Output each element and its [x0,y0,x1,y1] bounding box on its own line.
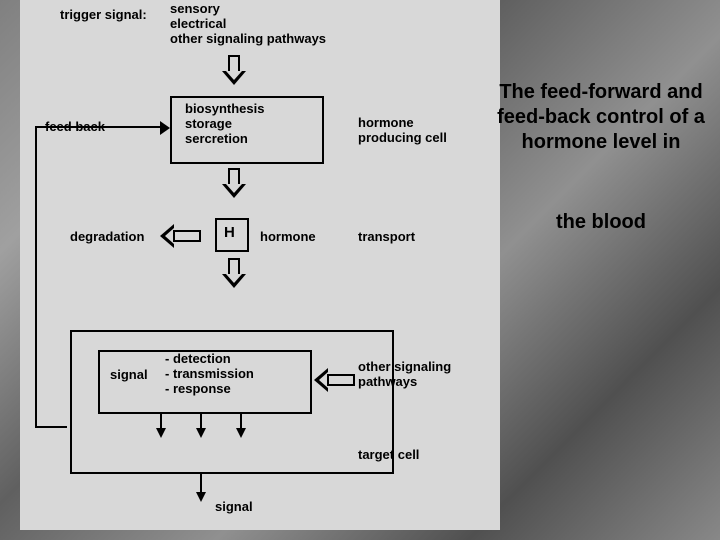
feedback-arrowhead [160,121,170,135]
resp-arr-1 [156,428,166,438]
slide-title-2: the blood [492,210,710,235]
feedback-bottom-h [35,426,67,428]
label-signal-list: - detection - transmission - response [165,352,254,397]
diagram-panel: trigger signal: sensory electrical other… [20,0,500,530]
label-biosynthesis: biosynthesis storage sercretion [185,102,264,147]
label-trigger-signal: trigger signal: [60,8,147,23]
resp-arr-2 [196,428,206,438]
label-target-cell: target cell [358,448,419,463]
arrow-cell-to-hormone [222,168,246,200]
resp-arr-3 [236,428,246,438]
slide-root: trigger signal: sensory electrical other… [0,0,720,540]
label-signal-box: signal [110,368,148,383]
label-transport: transport [358,230,415,245]
label-hormone: hormone [260,230,316,245]
feedback-line [35,128,37,428]
out-arr [196,492,206,502]
feedback-top-h [35,126,163,128]
label-degradation: degradation [70,230,144,245]
arrow-other-to-signal [314,368,354,392]
label-hormone-producing-cell: hormone producing cell [358,116,447,146]
label-trigger-list: sensory electrical other signaling pathw… [170,2,326,47]
arrow-trigger-to-cell [222,55,246,87]
label-h: H [224,224,235,241]
slide-title-1: The feed-forward and feed-back control o… [492,80,710,155]
out-line [200,472,202,494]
arrow-hormone-to-target [222,258,246,290]
arrow-h-to-degradation [160,224,200,248]
label-other-signaling: other signaling pathways [358,360,451,390]
label-signal-bottom: signal [215,500,253,515]
